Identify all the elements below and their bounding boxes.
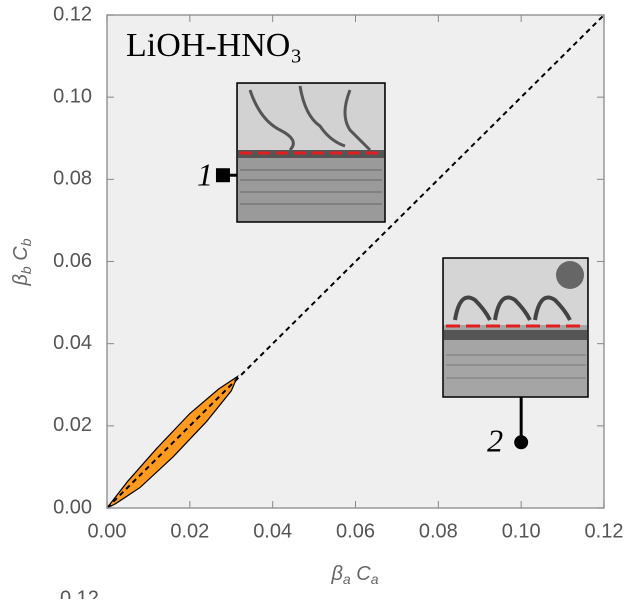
xlabel-label: βa Ca	[330, 563, 378, 586]
x-tick-label: 0.08	[419, 520, 458, 542]
label-subscript: b	[18, 238, 34, 246]
marker	[215, 168, 230, 183]
label-symbol: β	[330, 563, 342, 585]
chart-title: LiOH-HNO₃	[126, 27, 302, 64]
x-tick-label: 0.10	[502, 520, 541, 542]
next-panel-tick: 0.12	[60, 587, 99, 599]
label-symbol: β	[10, 274, 32, 286]
label-subscript: a	[343, 571, 351, 587]
x-tick-label: 0.02	[170, 520, 209, 542]
ylabel-label: βb Cb	[10, 238, 33, 286]
y-tick-label: 0.06	[53, 250, 92, 272]
y-tick-label: 0.00	[53, 496, 92, 518]
y-tick-label: 0.02	[53, 414, 92, 436]
x-tick-label: 0.04	[253, 520, 292, 542]
x-tick-label: 0.00	[88, 520, 127, 542]
marker	[514, 435, 529, 450]
x-tick-label: 0.12	[585, 520, 624, 542]
label-symbol: C	[356, 563, 371, 585]
point-label: 1	[197, 157, 213, 193]
y-tick-label: 0.12	[53, 3, 92, 25]
y-tick-label: 0.04	[53, 332, 92, 354]
inset-image-2	[442, 257, 589, 398]
point-label: 2	[487, 423, 503, 459]
y-tick-label: 0.10	[53, 85, 92, 107]
y-tick-label: 0.08	[53, 168, 92, 190]
label-subscript: b	[18, 266, 34, 274]
label-subscript: a	[371, 571, 379, 587]
diagonal-over	[106, 377, 239, 509]
inset-image-1	[236, 82, 386, 223]
x-tick-label: 0.06	[336, 520, 375, 542]
label-symbol: C	[10, 246, 32, 261]
